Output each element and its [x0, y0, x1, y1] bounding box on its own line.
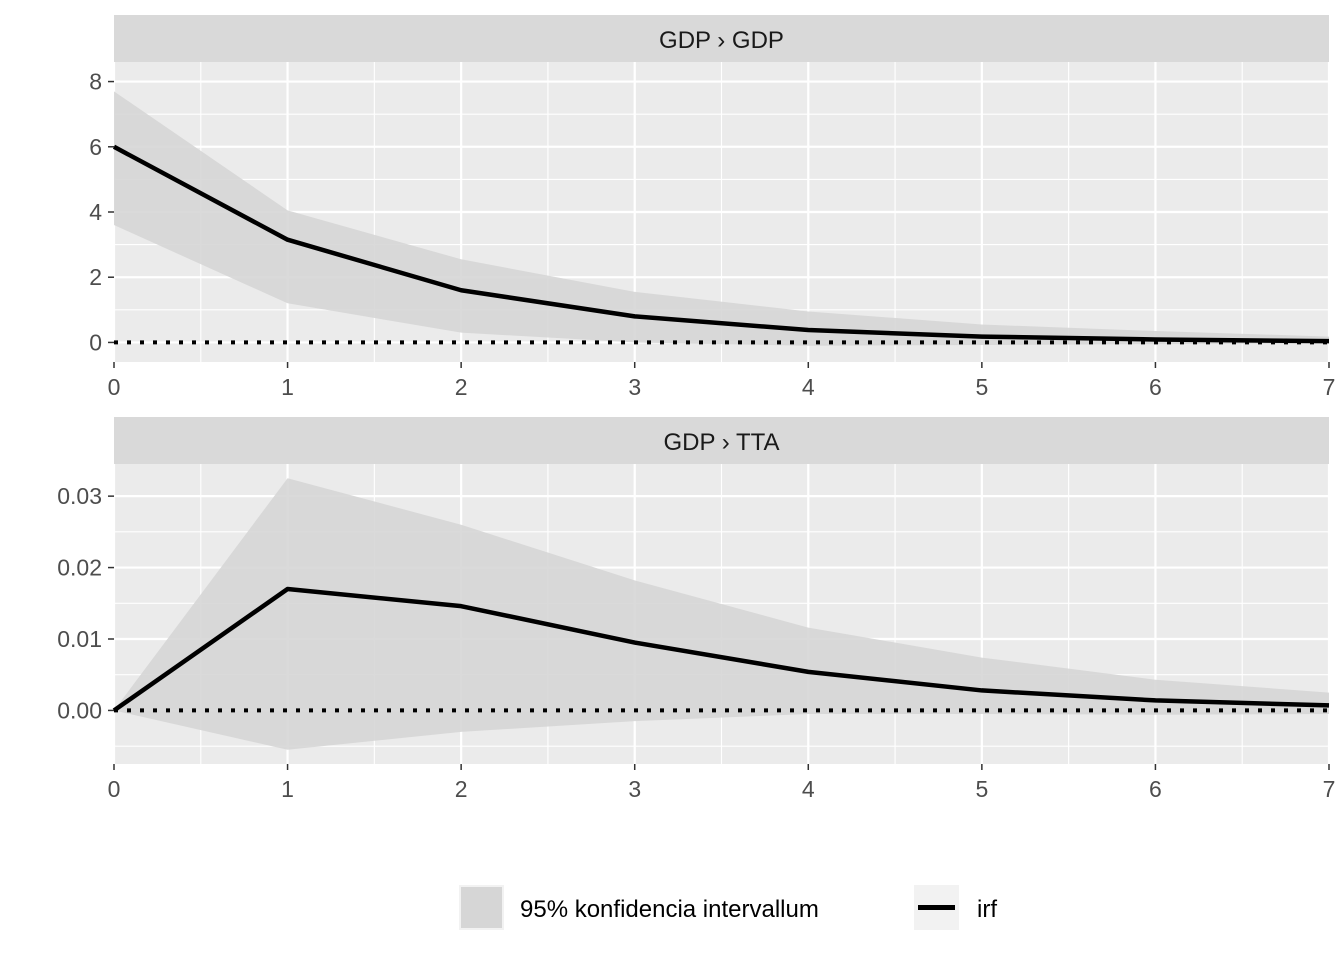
- y-tick-label-gdp-tta: 0.01: [57, 626, 102, 652]
- x-tick-label-gdp-gdp: 7: [1323, 374, 1336, 400]
- panel-content-gdp-gdp: [112, 62, 1331, 362]
- x-tick-label-gdp-tta: 4: [802, 776, 815, 802]
- x-tick-label-gdp-gdp: 6: [1149, 374, 1162, 400]
- strip-label-gdp-gdp: GDP › GDP: [659, 27, 784, 54]
- facet-panel-gdp-tta: GDP › TTA: [112, 417, 1331, 764]
- legend-key-band: [461, 887, 502, 928]
- x-tick-label-gdp-gdp: 4: [802, 374, 815, 400]
- x-tick-label-gdp-tta: 2: [455, 776, 468, 802]
- x-tick-label-gdp-tta: 5: [975, 776, 988, 802]
- x-tick-label-gdp-tta: 0: [108, 776, 121, 802]
- y-tick-label-gdp-tta: 0.02: [57, 555, 102, 581]
- x-tick-label-gdp-tta: 6: [1149, 776, 1162, 802]
- confidence-band-gdp-tta: [114, 478, 1329, 750]
- y-tick-label-gdp-gdp: 8: [89, 69, 102, 95]
- facet-panel-gdp-gdp: GDP › GDP: [112, 15, 1331, 362]
- legend: 95% konfidencia intervallum irf: [459, 885, 997, 930]
- y-tick-label-gdp-gdp: 0: [89, 329, 102, 355]
- legend-label-line: irf: [977, 896, 997, 923]
- strip-label-gdp-tta: GDP › TTA: [663, 429, 779, 456]
- strip-background-gdp-tta: [114, 417, 1329, 464]
- x-tick-label-gdp-gdp: 0: [108, 374, 121, 400]
- x-tick-label-gdp-gdp: 2: [455, 374, 468, 400]
- y-tick-label-gdp-tta: 0.03: [57, 483, 102, 509]
- irf-line-gdp-gdp: [112, 144, 1330, 344]
- x-tick-label-gdp-gdp: 3: [628, 374, 641, 400]
- y-tick-label-gdp-gdp: 4: [89, 199, 102, 225]
- y-tick-label-gdp-tta: 0.00: [57, 697, 102, 723]
- x-tick-label-gdp-tta: 7: [1323, 776, 1336, 802]
- x-tick-label-gdp-tta: 3: [628, 776, 641, 802]
- y-tick-label-gdp-gdp: 2: [89, 264, 102, 290]
- x-tick-label-gdp-gdp: 1: [281, 374, 294, 400]
- strip-background-gdp-gdp: [114, 15, 1329, 62]
- x-tick-label-gdp-gdp: 5: [975, 374, 988, 400]
- confidence-band-gdp-gdp: [114, 91, 1329, 346]
- panel-content-gdp-tta: [112, 464, 1331, 764]
- y-tick-label-gdp-gdp: 6: [89, 134, 102, 160]
- irf-line-gdp-tta: [112, 586, 1330, 713]
- x-tick-label-gdp-tta: 1: [281, 776, 294, 802]
- legend-label-band: 95% konfidencia intervallum: [520, 896, 819, 923]
